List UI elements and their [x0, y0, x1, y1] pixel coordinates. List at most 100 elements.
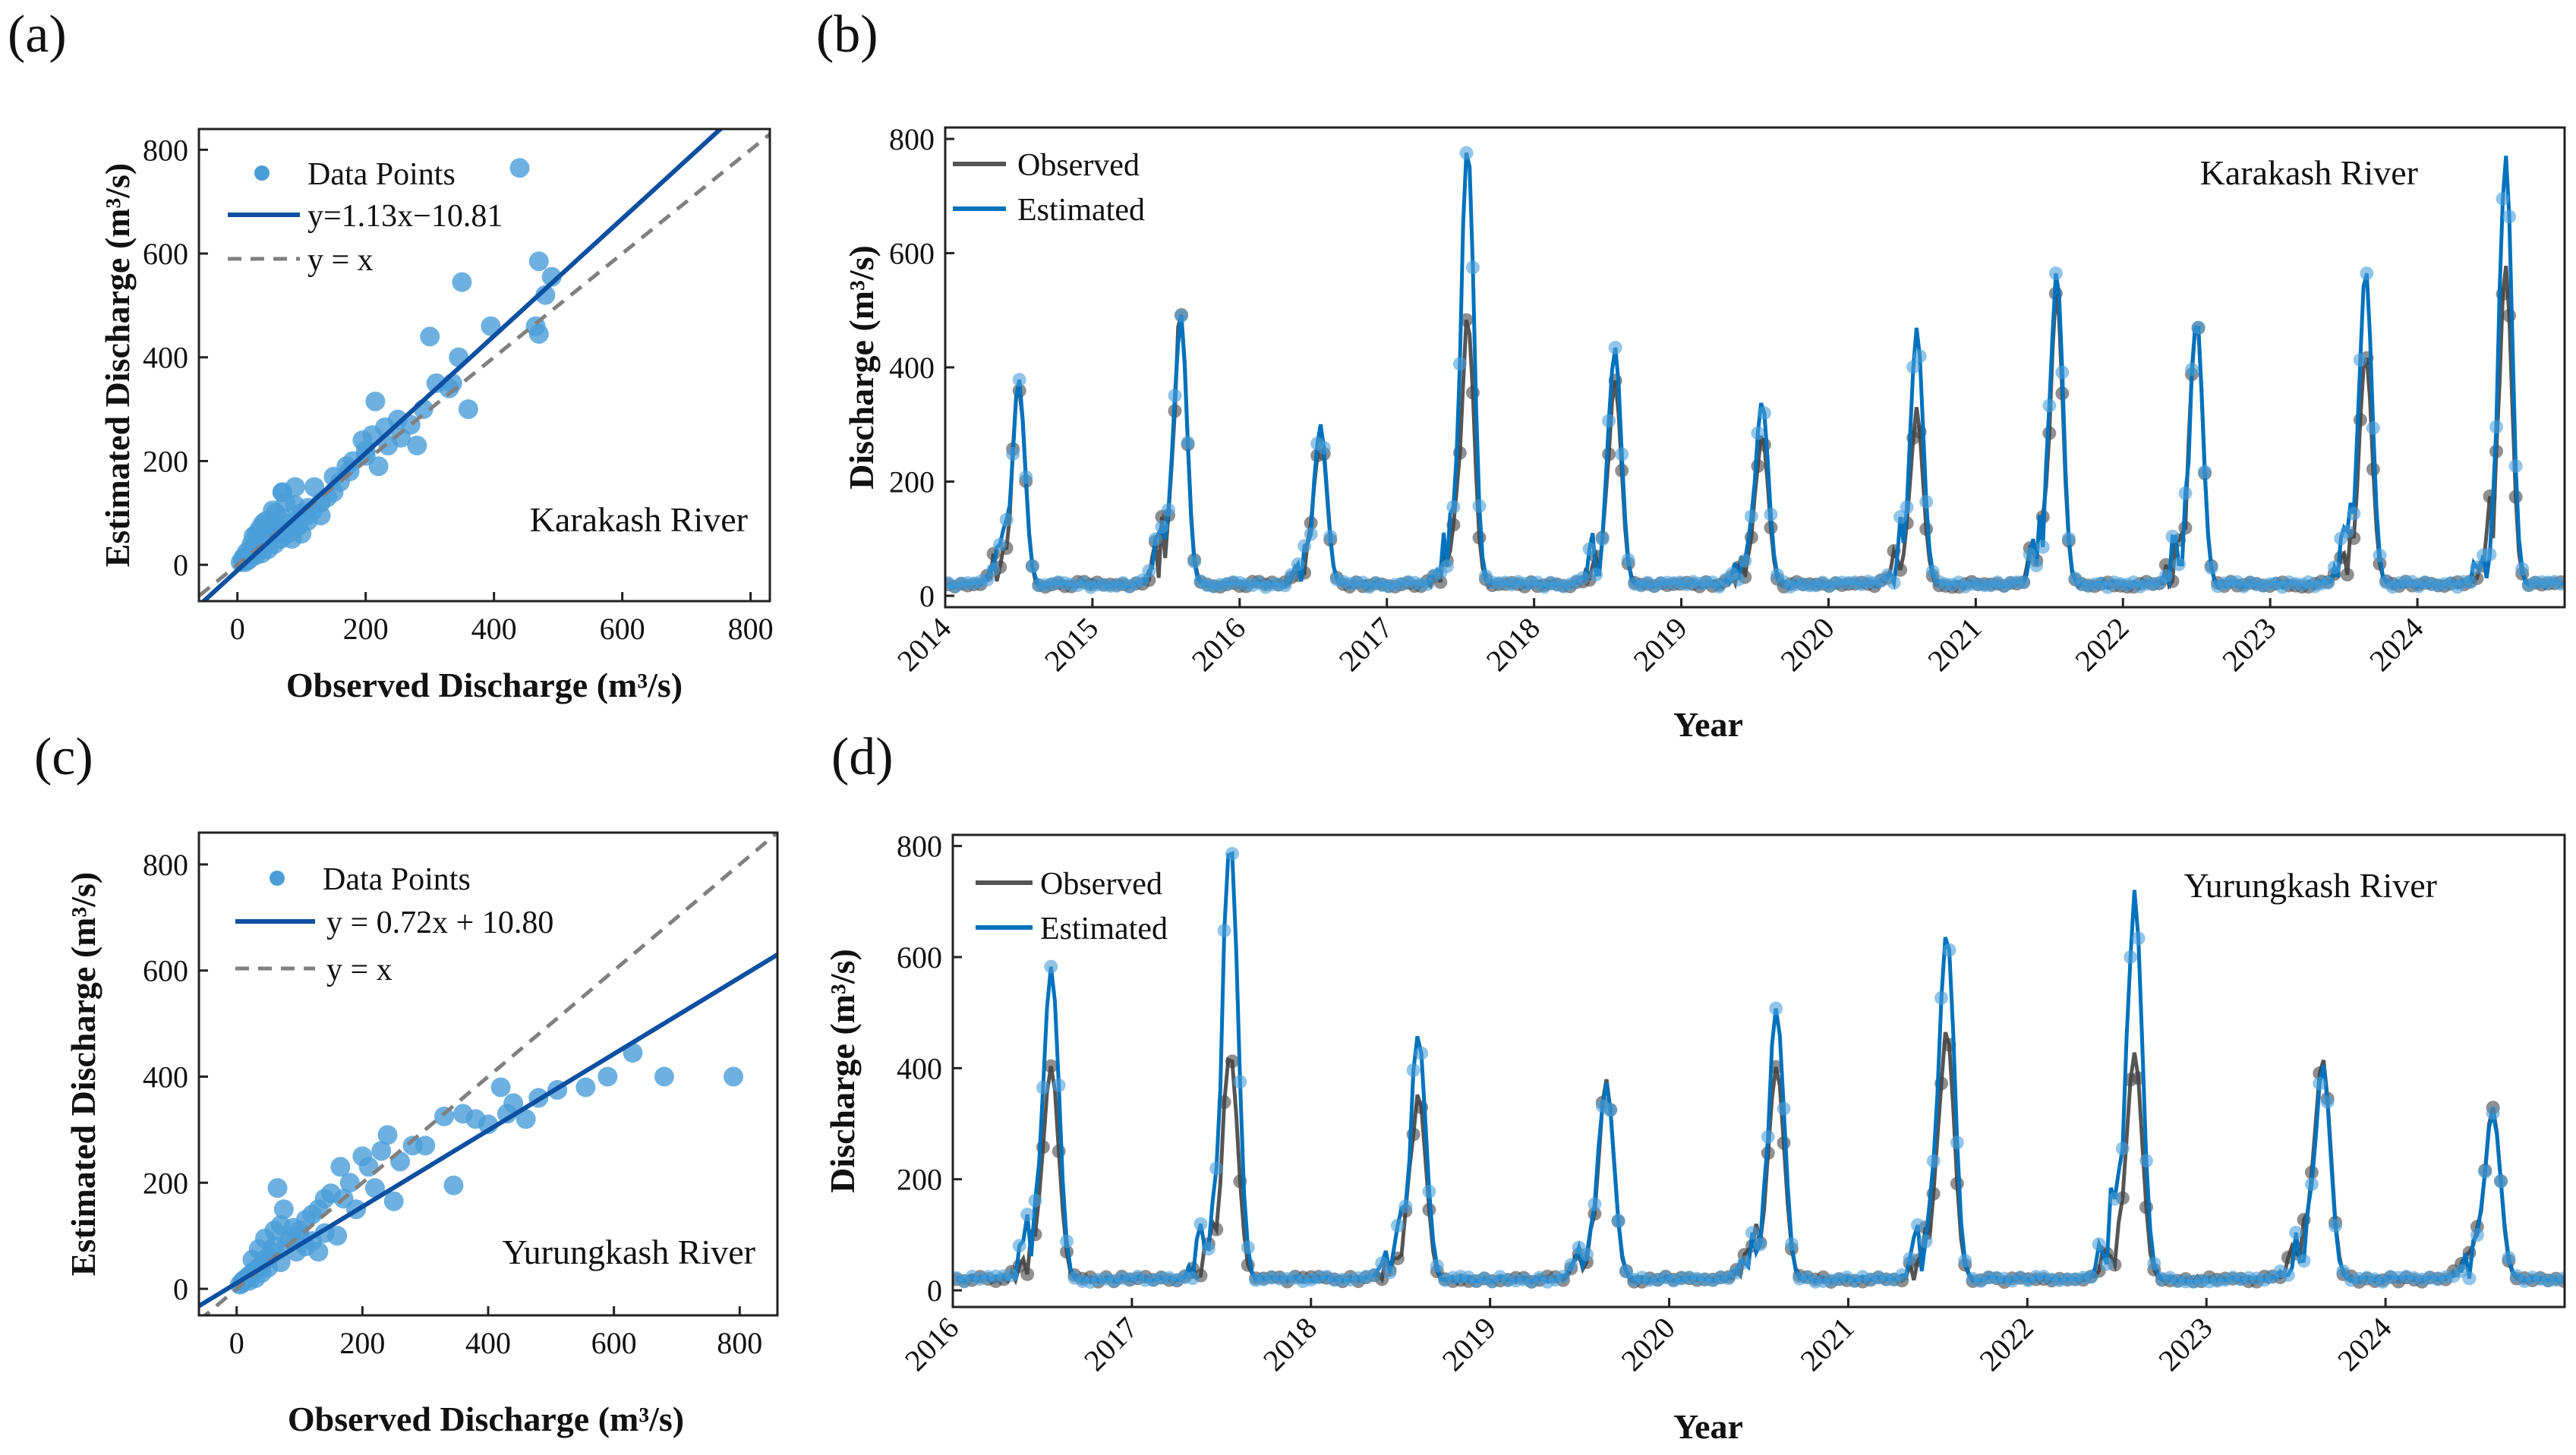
estimated-point [2139, 1154, 2153, 1168]
estimated-point [2321, 575, 2335, 590]
estimated-point [1556, 1269, 1570, 1283]
estimated-point [1304, 527, 1318, 541]
estimated-point [1291, 557, 1305, 572]
estimated-point [2478, 1164, 2492, 1179]
panel-d-xlabel: Year [1673, 1407, 1743, 1446]
estimated-point [2147, 1256, 2161, 1271]
estimated-point [1398, 1199, 1413, 1214]
estimated-point [2486, 1106, 2500, 1120]
estimated-point [1186, 1271, 1200, 1286]
data-point [368, 456, 389, 477]
estimated-point [1209, 1161, 1224, 1176]
panel-b-timeseries: 2014 2015 2016 2017 2018 2019 2020 2021 2022 2023… [842, 122, 2566, 744]
ytick-label: 400 [143, 1060, 188, 1094]
estimated-point [2373, 548, 2387, 562]
data-point [336, 456, 357, 477]
estimated-point [1608, 341, 1622, 355]
data-point [724, 1066, 744, 1087]
legend-a-identity: y = x [307, 243, 374, 278]
panel-b-river-label: Karakash River [2200, 153, 2418, 192]
data-point [273, 1199, 294, 1220]
estimated-point [2023, 547, 2037, 562]
estimated-point [986, 562, 1001, 577]
xtick-label: 2020 [1774, 611, 1840, 678]
estimated-point [1241, 1240, 1255, 1255]
estimated-point [1390, 1218, 1405, 1233]
data-point [654, 1066, 674, 1087]
data-point [267, 1178, 288, 1198]
xtick-label: 2016 [1185, 611, 1252, 678]
data-point [377, 1125, 398, 1145]
estimated-point [2336, 1264, 2351, 1278]
estimated-point [2048, 266, 2063, 281]
estimated-point [2304, 1177, 2319, 1192]
xtick-label: 2021 [1793, 1311, 1860, 1378]
xtick-label: 200 [343, 612, 389, 646]
estimated-point [1012, 373, 1026, 387]
legend-d-observed: Observed [1040, 867, 1162, 902]
estimated-point [1751, 426, 1765, 440]
estimated-point [1446, 499, 1461, 514]
estimated-point [1439, 559, 1454, 574]
xtick-label: 2022 [2068, 611, 2135, 678]
observed-point [1459, 313, 1474, 327]
estimated-point [1950, 1135, 1964, 1150]
data-point [597, 1066, 618, 1087]
estimated-point [1769, 1001, 1783, 1016]
estimated-point [1012, 1239, 1026, 1253]
xtick-label: 2020 [1615, 1311, 1682, 1378]
estimated-point [2084, 1270, 2098, 1284]
panel-a-legend: Data Points y=1.13x−10.81 y = x [228, 157, 503, 278]
estimated-point [2185, 362, 2199, 376]
estimated-point [2462, 1271, 2477, 1286]
xtick-label: 2023 [2215, 611, 2282, 678]
xtick-label: 2017 [1332, 611, 1399, 678]
estimated-point [1925, 565, 1940, 579]
estimated-point [1764, 507, 1778, 521]
estimated-point [993, 537, 1007, 552]
estimated-point [1887, 575, 1901, 590]
estimated-point [1737, 1255, 1751, 1270]
data-point [420, 326, 440, 347]
fit-line [199, 953, 777, 1309]
estimated-point [1161, 502, 1175, 517]
data-point [490, 1077, 511, 1098]
estimated-point [2281, 1268, 2295, 1282]
estimated-point [2100, 1257, 2114, 1271]
legend-c-points: Data Points [323, 862, 471, 897]
estimated-point [1595, 532, 1610, 546]
xtick-label: 2014 [891, 611, 957, 678]
panel-c-scatter: 0 200 400 600 800 0 200 400 600 800 Observed Disc… [64, 831, 779, 1438]
ytick-label: 0 [173, 1272, 188, 1306]
panel-c-river-label: Yurungkash River [503, 1233, 755, 1271]
xtick-label: 2021 [1921, 611, 1988, 678]
data-point [402, 1135, 423, 1156]
panel-label-c: (c) [34, 728, 93, 786]
estimated-point [2289, 1226, 2303, 1240]
estimated-point [2515, 562, 2530, 576]
ytick-label: 200 [143, 1166, 188, 1200]
xtick-label: 400 [471, 612, 517, 646]
observed-point [1757, 438, 1771, 452]
xtick-label: 400 [465, 1326, 511, 1360]
estimated-point [2496, 191, 2510, 206]
estimated-point [1193, 1217, 1208, 1231]
estimated-point [1181, 436, 1195, 450]
ytick-label: 800 [143, 848, 188, 882]
estimated-point [2042, 398, 2057, 413]
xtick-label: 2022 [1972, 1311, 2039, 1378]
estimated-point [1036, 1080, 1050, 1094]
data-point [242, 1249, 263, 1270]
legend-a-points: Data Points [307, 157, 456, 192]
xtick-label: 0 [230, 612, 245, 646]
estimated-point [1919, 1234, 1933, 1249]
estimated-point [1225, 846, 1239, 861]
estimated-point [2055, 365, 2070, 379]
panel-label-d: (d) [831, 728, 894, 786]
estimated-point [2178, 486, 2193, 500]
xtick-label: 2018 [1256, 1311, 1323, 1378]
ytick-label: 0 [173, 548, 188, 582]
estimated-point [1958, 1254, 1972, 1268]
estimated-point [1942, 943, 1956, 957]
